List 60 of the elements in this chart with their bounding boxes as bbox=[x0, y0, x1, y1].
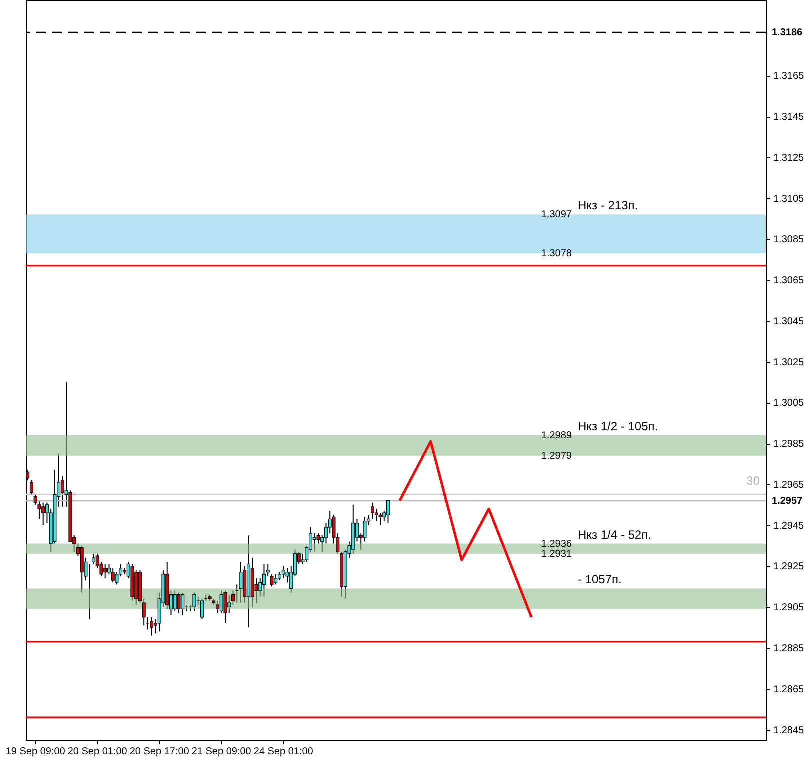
y-tick-label: 1.2965 bbox=[774, 480, 805, 491]
y-tick-label: 1.3165 bbox=[774, 71, 805, 82]
band-label: Нкз 1/4 - 52п. bbox=[578, 528, 652, 542]
candlestick bbox=[239, 562, 243, 604]
annotation: 1.3078 bbox=[541, 248, 572, 260]
candlestick bbox=[282, 566, 286, 580]
candlestick bbox=[104, 564, 108, 580]
candlestick bbox=[378, 512, 382, 526]
line-series bbox=[398, 440, 533, 619]
y-tick-label: 1.2885 bbox=[774, 644, 805, 655]
annotation: 1.3097 bbox=[541, 210, 572, 221]
annotation: 1.2979 bbox=[541, 450, 572, 462]
annotation: 1.2936 bbox=[541, 538, 572, 550]
y-tick-label: 1.2845 bbox=[774, 725, 805, 736]
candlestick bbox=[220, 590, 224, 614]
candlestick bbox=[30, 480, 34, 496]
band-label: Нкз - 213п. bbox=[578, 198, 638, 213]
candlestick bbox=[386, 500, 390, 524]
candlestick bbox=[228, 594, 232, 614]
x-tick-label: 19 Sep 09:00 bbox=[6, 746, 66, 758]
y-tick-label: 1.3125 bbox=[774, 152, 805, 164]
y-tick-label: 1.3025 bbox=[774, 357, 805, 368]
candlestick bbox=[200, 598, 204, 620]
ref-line-label: 1.2957 bbox=[772, 496, 804, 507]
y-tick-label: 1.3045 bbox=[774, 316, 805, 328]
y-tick-label: 1.3065 bbox=[774, 276, 805, 287]
y-tick-label: 1.3085 bbox=[774, 234, 805, 246]
y-tick-label: 1.2945 bbox=[774, 520, 805, 532]
band-label: Нкз 1/2 - 105п. bbox=[578, 419, 658, 434]
candlestick bbox=[328, 510, 332, 534]
band-label: - 1057п. bbox=[578, 572, 622, 587]
y-tick-label: 1.2925 bbox=[774, 562, 805, 573]
candlestick bbox=[173, 590, 177, 612]
candlestick bbox=[177, 592, 181, 614]
annotation: 1.2989 bbox=[541, 430, 572, 442]
candlestick bbox=[370, 502, 374, 520]
candlestick bbox=[312, 533, 316, 552]
y-tick-label: 1.3005 bbox=[774, 398, 805, 410]
y-tick-label: 1.3145 bbox=[774, 112, 805, 124]
candlestick bbox=[92, 553, 96, 565]
candlestick bbox=[150, 616, 154, 636]
candlestick bbox=[374, 508, 378, 522]
x-tick-label: 24 Sep 01:00 bbox=[254, 746, 314, 758]
y-tick-label: 1.2985 bbox=[774, 439, 805, 450]
candlestick bbox=[181, 592, 185, 616]
candlestick bbox=[224, 590, 228, 624]
annotation: 1.2931 bbox=[541, 548, 572, 560]
ref-line-label: 1.3186 bbox=[772, 28, 804, 39]
candlestick bbox=[262, 564, 266, 598]
candlestick bbox=[274, 574, 278, 586]
candlestick bbox=[111, 568, 115, 584]
candlestick bbox=[42, 502, 46, 526]
y-tick-label: 1.2905 bbox=[774, 602, 805, 614]
candlestick bbox=[192, 592, 196, 612]
annotation: 30 bbox=[746, 474, 760, 488]
y-tick-label: 1.3105 bbox=[774, 194, 805, 205]
x-tick-label: 20 Sep 01:00 bbox=[68, 746, 128, 758]
x-tick-label: 21 Sep 09:00 bbox=[192, 746, 252, 758]
y-tick-label: 1.2865 bbox=[774, 684, 805, 696]
x-tick-label: 20 Sep 17:00 bbox=[130, 746, 190, 758]
